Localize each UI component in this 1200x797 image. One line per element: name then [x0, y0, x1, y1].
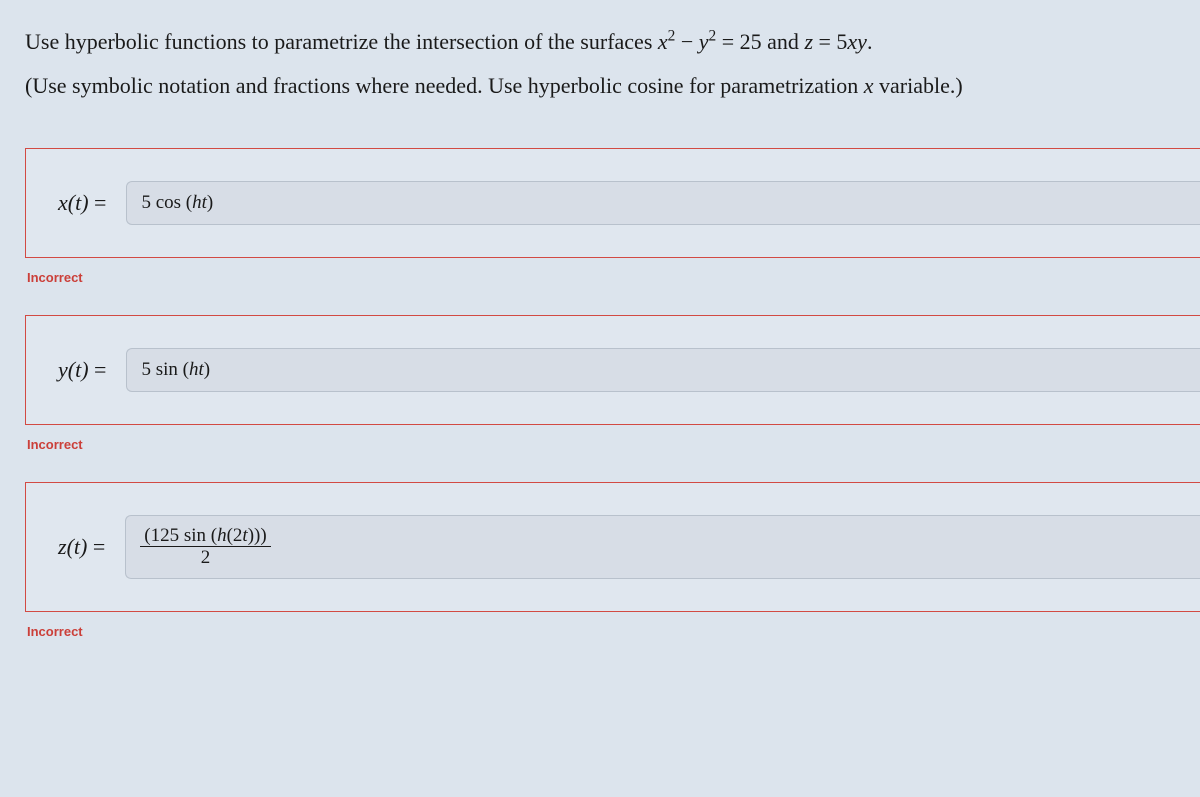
- equation-2: z = 5xy.: [804, 29, 872, 54]
- equation-1: x2 − y2 = 25: [658, 29, 762, 54]
- answer-z-numerator: (125 sin (h(2t))): [140, 526, 270, 547]
- answer-z-denominator: 2: [201, 547, 211, 568]
- answer-block-z: z(t) = (125 sin (h(2t))) 2: [25, 482, 1200, 612]
- answer-x-value: 5 cos (ht): [141, 192, 213, 214]
- problem-statement: Use hyperbolic functions to parametrize …: [25, 20, 1200, 108]
- label-x: x(t) =: [58, 190, 106, 216]
- problem-mid: and: [767, 29, 804, 54]
- answer-block-y: y(t) = 5 sin (ht): [25, 315, 1200, 425]
- problem-line2-var: x: [864, 73, 874, 98]
- answer-field-y[interactable]: 5 sin (ht): [126, 348, 1200, 392]
- feedback-z: Incorrect: [27, 624, 1200, 639]
- problem-line2: (Use symbolic notation and fractions whe…: [25, 73, 864, 98]
- feedback-x: Incorrect: [27, 270, 1200, 285]
- answer-z-fraction: (125 sin (h(2t))) 2: [140, 526, 270, 568]
- feedback-y: Incorrect: [27, 437, 1200, 452]
- problem-prefix: Use hyperbolic functions to parametrize …: [25, 29, 658, 54]
- label-y: y(t) =: [58, 357, 106, 383]
- answer-field-x[interactable]: 5 cos (ht): [126, 181, 1200, 225]
- answer-field-z[interactable]: (125 sin (h(2t))) 2: [125, 515, 1200, 579]
- answer-y-value: 5 sin (ht): [141, 359, 210, 381]
- label-z: z(t) =: [58, 534, 105, 560]
- answer-block-x: x(t) = 5 cos (ht): [25, 148, 1200, 258]
- problem-line2-post: variable.): [874, 73, 963, 98]
